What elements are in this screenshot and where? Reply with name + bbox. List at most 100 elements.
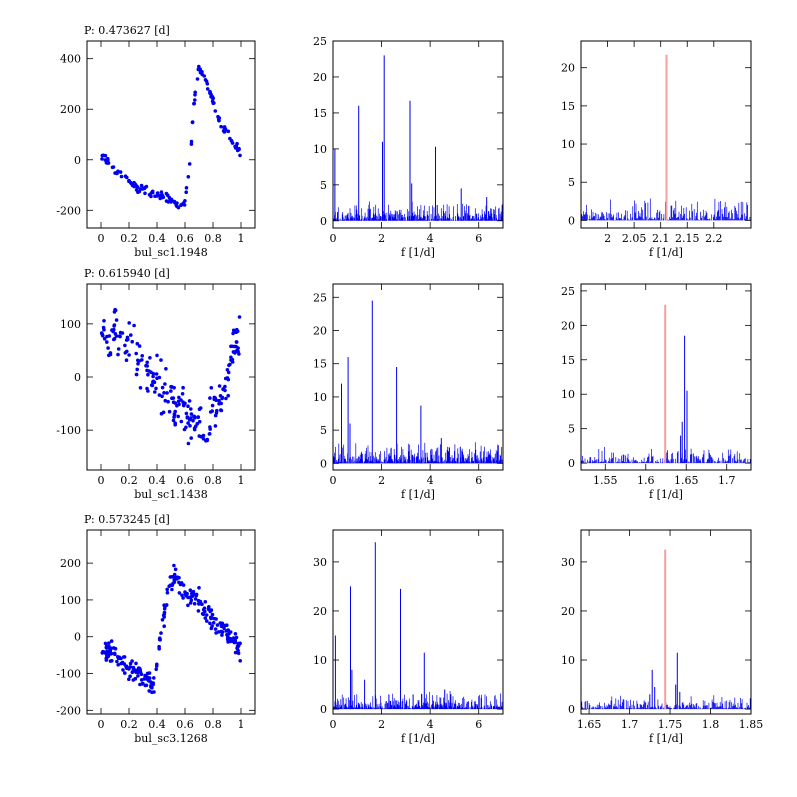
data-point <box>110 165 115 170</box>
data-point <box>179 419 184 424</box>
data-point <box>194 592 199 597</box>
data-point <box>127 677 131 681</box>
x-tick-label: 2 <box>378 232 385 245</box>
data-point <box>129 333 133 337</box>
panel-3-2: 0 2 4 6 0 10 20 30 f [1/d] <box>313 529 504 745</box>
data-point <box>152 380 157 385</box>
data-point <box>171 396 176 400</box>
data-point <box>173 422 177 427</box>
data-point <box>238 659 242 663</box>
x-tick-label: 0.8 <box>204 718 222 731</box>
noise-spectrum <box>581 447 751 464</box>
star-id-label: bul_sc1.1438 <box>134 488 207 501</box>
data-point <box>165 590 170 595</box>
data-point <box>145 360 149 365</box>
data-point <box>234 635 239 640</box>
x-tick-label: 1 <box>238 232 245 245</box>
data-point <box>124 358 129 363</box>
data-point <box>213 396 217 400</box>
data-point <box>107 334 112 338</box>
data-point <box>219 624 224 629</box>
data-point <box>130 659 134 663</box>
axes-frame <box>86 40 256 229</box>
data-point <box>175 204 179 209</box>
data-point <box>178 582 183 587</box>
data-point <box>103 158 108 162</box>
axes-frame <box>86 529 256 715</box>
data-point <box>147 689 151 693</box>
data-point <box>185 416 190 420</box>
period-title: P: 0.473627 [d] <box>84 24 170 37</box>
plot-area <box>100 64 242 210</box>
data-point <box>133 676 138 681</box>
frequency-axis-label: f [1/d] <box>401 732 435 745</box>
data-point <box>211 101 215 106</box>
data-point <box>216 630 221 634</box>
data-point <box>218 394 223 398</box>
y-tick-label: 30 <box>561 556 575 569</box>
data-point <box>186 603 190 608</box>
data-point <box>236 651 241 656</box>
y-tick-label: 25 <box>561 285 575 298</box>
data-point <box>153 194 157 198</box>
data-point <box>138 670 143 674</box>
data-point <box>208 425 212 429</box>
data-point <box>188 595 193 600</box>
data-point <box>233 638 237 643</box>
data-point <box>168 583 173 587</box>
data-point <box>193 98 197 102</box>
data-point <box>188 588 193 592</box>
y-tick-label: 10 <box>561 138 575 151</box>
data-point <box>134 351 138 356</box>
data-point <box>189 598 194 602</box>
data-point <box>226 393 230 398</box>
data-point <box>201 433 206 438</box>
data-point <box>226 628 230 632</box>
y-tick-label: 0 <box>320 703 327 716</box>
data-point <box>157 647 161 651</box>
data-point <box>121 668 125 672</box>
y-tick-label: 0 <box>568 457 575 470</box>
data-point <box>238 153 242 158</box>
period-title: P: 0.615940 [d] <box>84 267 170 280</box>
data-point <box>190 120 195 124</box>
data-point <box>208 396 212 400</box>
data-point <box>159 358 163 362</box>
y-tick-label: 25 <box>313 291 327 304</box>
y-tick-label: 5 <box>568 423 575 436</box>
x-tick-label: 1.8 <box>702 718 720 731</box>
data-point <box>138 386 143 390</box>
data-point <box>189 416 193 420</box>
data-point <box>113 652 117 657</box>
data-point <box>210 409 214 413</box>
data-point <box>203 616 208 620</box>
data-point <box>234 349 238 354</box>
data-point <box>198 406 203 410</box>
data-point <box>144 363 148 368</box>
data-point <box>183 590 187 594</box>
panel-1-3: 2 2.05 2.1 2.15 2.2 0 5 10 15 20 f [1/d] <box>561 40 752 259</box>
data-point <box>147 369 151 373</box>
x-tick-label: 1.65 <box>674 474 699 487</box>
data-point <box>210 616 214 620</box>
y-tick-label: 5 <box>320 179 327 192</box>
y-tick-label: 400 <box>60 53 81 66</box>
y-tick-label: 10 <box>561 654 575 667</box>
data-point <box>151 371 156 376</box>
x-tick-label: 0.4 <box>148 474 166 487</box>
y-tick-label: 100 <box>60 594 81 607</box>
data-point <box>104 656 109 661</box>
x-tick-label: 1.85 <box>739 718 764 731</box>
data-point <box>113 646 118 651</box>
data-point <box>221 129 226 133</box>
x-tick-label: 6 <box>475 718 482 731</box>
data-point <box>151 374 155 379</box>
data-point <box>106 346 110 350</box>
data-point <box>172 385 176 390</box>
x-tick-label: 1.75 <box>658 718 683 731</box>
y-tick-label: 10 <box>561 388 575 401</box>
data-point <box>149 383 154 387</box>
data-point <box>101 649 105 654</box>
data-point <box>237 315 242 319</box>
data-point <box>104 160 109 165</box>
